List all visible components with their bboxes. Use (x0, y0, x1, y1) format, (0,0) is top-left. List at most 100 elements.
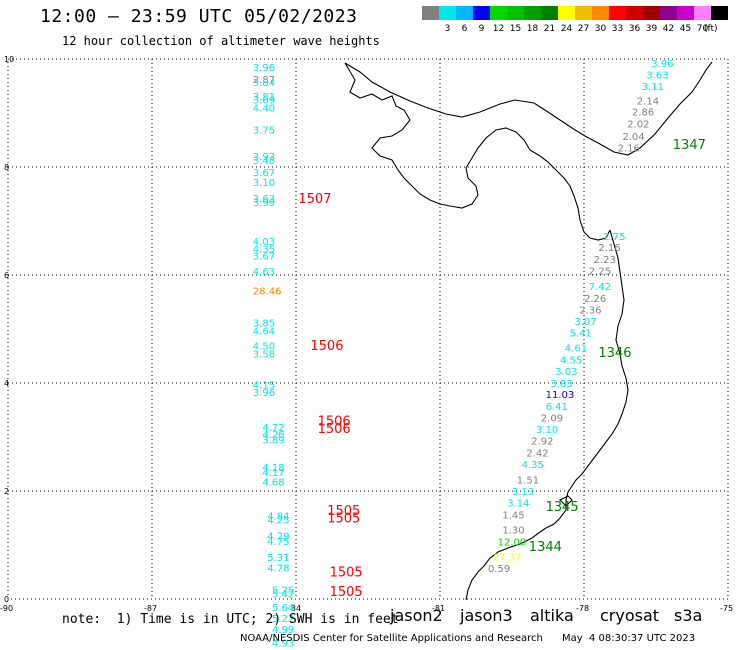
color-scale-swatch (507, 6, 524, 20)
wave-height-value: 2.75 (603, 232, 625, 243)
wave-height-value: 2.86 (632, 108, 654, 119)
pass-labels-layer: 1507150615061506150515051505150513471346… (298, 138, 705, 600)
wave-height-value: 3.67 (253, 168, 275, 179)
color-scale-swatch (592, 6, 609, 20)
footer-timestamp: May 4 08:30:37 UTC 2023 (561, 633, 696, 644)
wave-height-value: 4.63 (253, 267, 275, 278)
legend-sat-jason3: jason3 (460, 606, 513, 625)
pass-number-label: 1506 (310, 339, 343, 354)
wave-height-value: 4.78 (267, 563, 289, 574)
footer-credit-text: NOAA/NESDIS Center for Satellite Applica… (240, 633, 543, 644)
wave-height-value: 4.17 (262, 468, 284, 479)
color-scale-swatch (711, 6, 728, 20)
color-scale-label: 21 (544, 24, 555, 34)
map-grid (7, 58, 729, 600)
wave-height-value: 4.55 (560, 356, 582, 367)
wave-height-value: 3.89 (262, 435, 284, 446)
color-scale-label: 3 (445, 24, 451, 34)
y-tick-label: 2 (4, 487, 9, 496)
wave-height-value: 2.04 (622, 132, 644, 143)
y-tick-label: 6 (4, 271, 9, 280)
wave-height-value: 5.42 (272, 589, 294, 600)
wave-height-value: 4.72 (262, 423, 284, 434)
color-scale-swatch (524, 6, 541, 20)
wave-height-value: 0.59 (488, 564, 510, 575)
x-tick-label: -75 (720, 604, 733, 613)
wave-height-value: 2.14 (637, 96, 659, 107)
wave-height-value: 3.69 (253, 95, 275, 106)
wave-height-value: 3.96 (253, 63, 275, 74)
color-scale-swatch (541, 6, 558, 20)
color-scale-label: 12 (493, 24, 504, 34)
legend-sat-s3a: s3a (674, 606, 703, 625)
color-scale-label: 39 (646, 24, 658, 34)
wave-height-value: 4.35 (253, 244, 275, 255)
wave-height-value: 27.37 (493, 553, 522, 564)
color-scale-label: 33 (612, 24, 623, 34)
color-scale-swatch (694, 6, 711, 20)
wave-height-value: 4.25 (267, 515, 289, 526)
color-scale-swatch (490, 6, 507, 20)
pass-number-label: 1505 (330, 565, 363, 580)
pass-number-label: 1345 (546, 500, 579, 515)
wave-height-value: 2.09 (541, 413, 563, 424)
wave-height-value: 5.25 (272, 586, 294, 597)
wave-height-value: 28.46 (253, 286, 282, 297)
legend-sat-jason2: jason2 (390, 606, 443, 625)
wave-height-value: 1.30 (502, 526, 524, 537)
color-scale-swatch (660, 6, 677, 20)
wave-height-value: 2.87 (253, 75, 275, 86)
legend-sat-cryosat: cryosat (600, 606, 660, 625)
wave-height-value: 5.31 (267, 553, 289, 564)
wave-height-value: 4.84 (267, 512, 289, 523)
wave-height-value: 3.75 (253, 126, 275, 137)
x-tick-label: -78 (576, 604, 589, 613)
wave-height-value: 2.92 (531, 437, 553, 448)
pass-number-label: 1507 (298, 192, 331, 207)
wave-height-value: 3.93 (253, 152, 275, 163)
color-scale-label: 42 (663, 24, 674, 34)
wave-height-value: 3.58 (253, 350, 275, 361)
wave-height-value: 3.11 (642, 82, 664, 93)
wave-height-value: 5.41 (570, 329, 592, 340)
y-tick-label: 4 (4, 379, 9, 388)
wave-height-value: 4.15 (253, 380, 275, 391)
wave-height-value: 4.50 (253, 342, 275, 353)
color-scale-label: 15 (510, 24, 521, 34)
color-scale-label: 6 (462, 24, 468, 34)
wave-height-value: 3.14 (507, 499, 529, 510)
wave-height-value: 3.48 (253, 156, 275, 167)
color-scale-label: 45 (680, 24, 691, 34)
wave-height-value: 4.61 (565, 344, 587, 355)
color-scale-swatch (439, 6, 456, 20)
color-scale-label: 30 (595, 24, 607, 34)
wave-height-value: 4.35 (522, 460, 544, 471)
page-subtitle: 12 hour collection of altimeter wave hei… (62, 34, 380, 48)
wave-height-value: 7.42 (589, 282, 611, 293)
wave-height-value: 3.96 (651, 59, 673, 70)
wave-height-value: 3.10 (253, 178, 275, 189)
wave-height-value: 2.36 (579, 305, 601, 316)
y-tick-label: 0 (4, 595, 9, 604)
page-title: 12:00 – 23:59 UTC 05/02/2023 (40, 6, 358, 27)
x-tick-label: -90 (0, 604, 13, 613)
color-scale-label: 18 (527, 24, 539, 34)
color-scale-label: 36 (629, 24, 641, 34)
wave-height-value: 1.45 (502, 511, 524, 522)
wave-height-value: 2.25 (589, 266, 611, 277)
wave-height-value: 3.07 (574, 317, 596, 328)
wave-height-value: 4.03 (253, 237, 275, 248)
wave-height-value: 3.67 (253, 251, 275, 262)
wave-height-value: 4.68 (262, 478, 284, 489)
wave-height-value: 3.96 (253, 388, 275, 399)
pass-number-label: 1506 (318, 415, 351, 430)
pass-number-label: 1344 (529, 540, 562, 555)
pass-number-label: 1347 (673, 138, 706, 153)
wave-height-value: 3.10 (536, 425, 558, 436)
wave-height-value: 1.51 (517, 475, 539, 486)
color-scale-label: 9 (479, 24, 485, 34)
color-scale-swatch (626, 6, 643, 20)
wave-height-value: 4.18 (262, 463, 284, 474)
